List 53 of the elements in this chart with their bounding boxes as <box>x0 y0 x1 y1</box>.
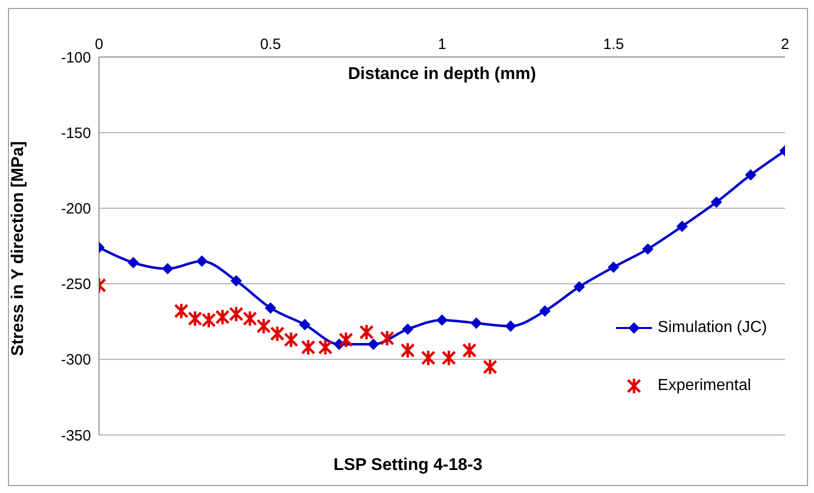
y-tick-label: -150 <box>60 124 91 142</box>
point <box>359 324 374 341</box>
point <box>318 338 333 356</box>
point <box>400 342 415 359</box>
y-axis-title: Stress in Y direction [MPa] <box>8 141 28 356</box>
point <box>162 263 174 274</box>
point <box>402 324 414 335</box>
point <box>242 310 258 328</box>
x-tick-label: 1.5 <box>603 36 624 53</box>
point <box>174 302 189 320</box>
point <box>462 342 477 359</box>
y-tick-label: -250 <box>60 276 91 294</box>
point <box>128 257 139 268</box>
point <box>574 281 585 292</box>
point <box>676 220 688 232</box>
point <box>368 338 379 350</box>
point <box>380 330 394 347</box>
legend-label: Simulation (JC) <box>658 319 767 337</box>
point <box>300 338 316 356</box>
point <box>338 331 354 348</box>
x-axis-title: Distance in depth (mm) <box>348 64 536 84</box>
x-tick-label: 0 <box>94 36 104 53</box>
y-tick-label: -100 <box>60 49 91 66</box>
point <box>421 349 436 366</box>
x-tick-label: 2 <box>780 36 790 53</box>
point <box>745 169 756 180</box>
x-tick-label: 0.5 <box>260 36 281 53</box>
text: LSP Setting 4-18-3 <box>332 454 484 476</box>
point <box>265 302 276 314</box>
point <box>188 310 202 328</box>
point <box>642 244 654 255</box>
point <box>608 262 619 273</box>
point <box>256 318 271 335</box>
point <box>196 256 208 267</box>
y-tick-label: -300 <box>60 352 91 369</box>
point <box>505 320 516 332</box>
y-tick-label: -200 <box>60 200 91 218</box>
x-tick-label: 1 <box>438 36 446 53</box>
point <box>442 349 456 366</box>
point <box>710 196 722 208</box>
point <box>299 319 310 330</box>
point <box>230 275 242 286</box>
point <box>436 314 448 326</box>
point <box>470 318 482 329</box>
point <box>284 331 298 348</box>
point <box>215 308 230 326</box>
y-tick-label: -350 <box>60 427 91 444</box>
point <box>539 306 550 317</box>
legend-label: Experimental <box>658 377 752 395</box>
point <box>228 306 244 322</box>
point <box>270 325 285 342</box>
point <box>202 312 216 329</box>
point <box>482 358 498 376</box>
